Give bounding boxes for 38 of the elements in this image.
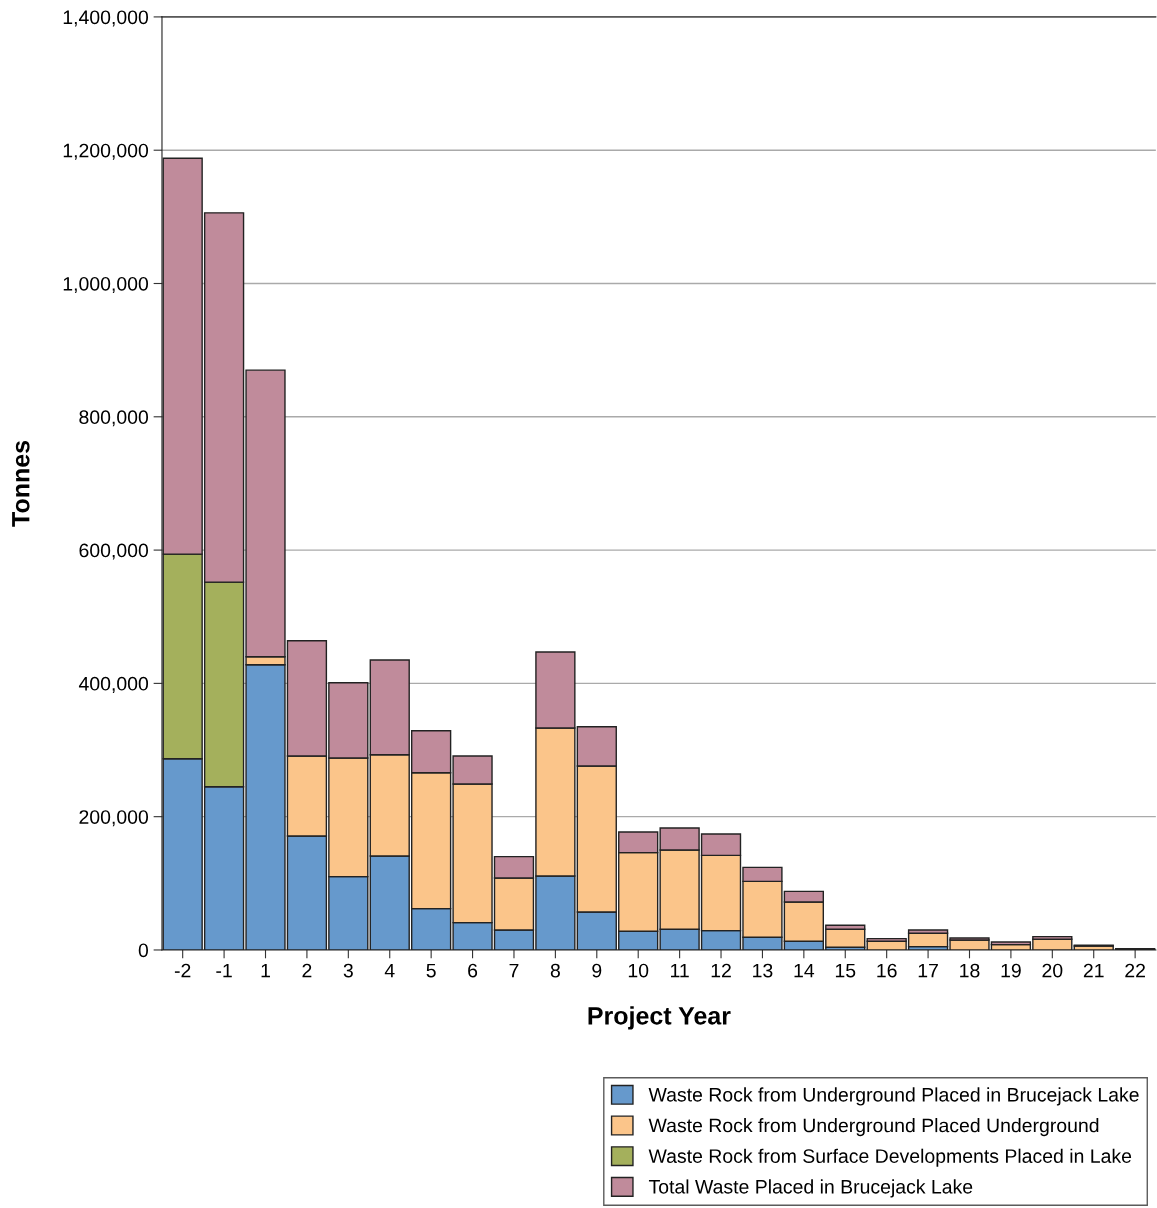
y-tick-label: 800,000	[79, 410, 149, 427]
x-tick-label: 16	[877, 963, 897, 978]
legend-label: Waste Rock from Surface Developments Placed in Lake	[648, 1148, 1132, 1167]
y-axis-title: Tonnes	[12, 440, 30, 527]
x-tick-label: 19	[1001, 963, 1021, 978]
x-tick-label: 7	[509, 963, 519, 978]
x-tick-label: 15	[835, 963, 856, 978]
x-tick-label: 12	[711, 963, 731, 978]
y-tick-label: 600,000	[79, 543, 149, 560]
x-tick-label: 13	[753, 963, 773, 978]
x-tick-label: 17	[918, 963, 938, 978]
x-tick-label: 8	[550, 963, 560, 978]
x-tick-label: 11	[671, 963, 689, 978]
y-tick-label: 1,000,000	[63, 276, 149, 294]
x-tick-label: 21	[1083, 963, 1104, 978]
x-tick-label: 10	[628, 963, 649, 978]
legend-label: Waste Rock from Underground Placed in Brucejack Lake	[648, 1087, 1139, 1106]
x-axis-title: Project Year	[588, 1006, 731, 1030]
x-tick-label: 20	[1042, 963, 1063, 978]
y-tick-label: 1,400,000	[63, 10, 149, 27]
x-tick-label: 22	[1125, 963, 1145, 978]
x-tick-label: 1	[261, 963, 270, 978]
legend-label: Total Waste Placed in Brucejack Lake	[648, 1179, 973, 1198]
x-tick-label: 5	[426, 963, 436, 978]
y-tick-label: 1,200,000	[63, 143, 149, 160]
x-tick-label: 18	[960, 963, 980, 978]
x-tick-label: 3	[343, 963, 353, 978]
legend-label: Waste Rock from Underground Placed Underground	[648, 1118, 1099, 1137]
x-tick-label: 9	[592, 963, 602, 978]
x-tick-label: 14	[794, 963, 815, 978]
y-tick-label: 200,000	[79, 810, 149, 827]
x-tick-label: -1	[216, 963, 232, 978]
x-tick-label: 6	[468, 963, 478, 978]
x-tick-label: 4	[384, 963, 395, 978]
y-tick-label: 0	[138, 943, 149, 958]
y-tick-label: 400,000	[78, 676, 149, 693]
x-tick-label: 2	[302, 963, 312, 978]
x-tick-label: -2	[174, 963, 191, 978]
